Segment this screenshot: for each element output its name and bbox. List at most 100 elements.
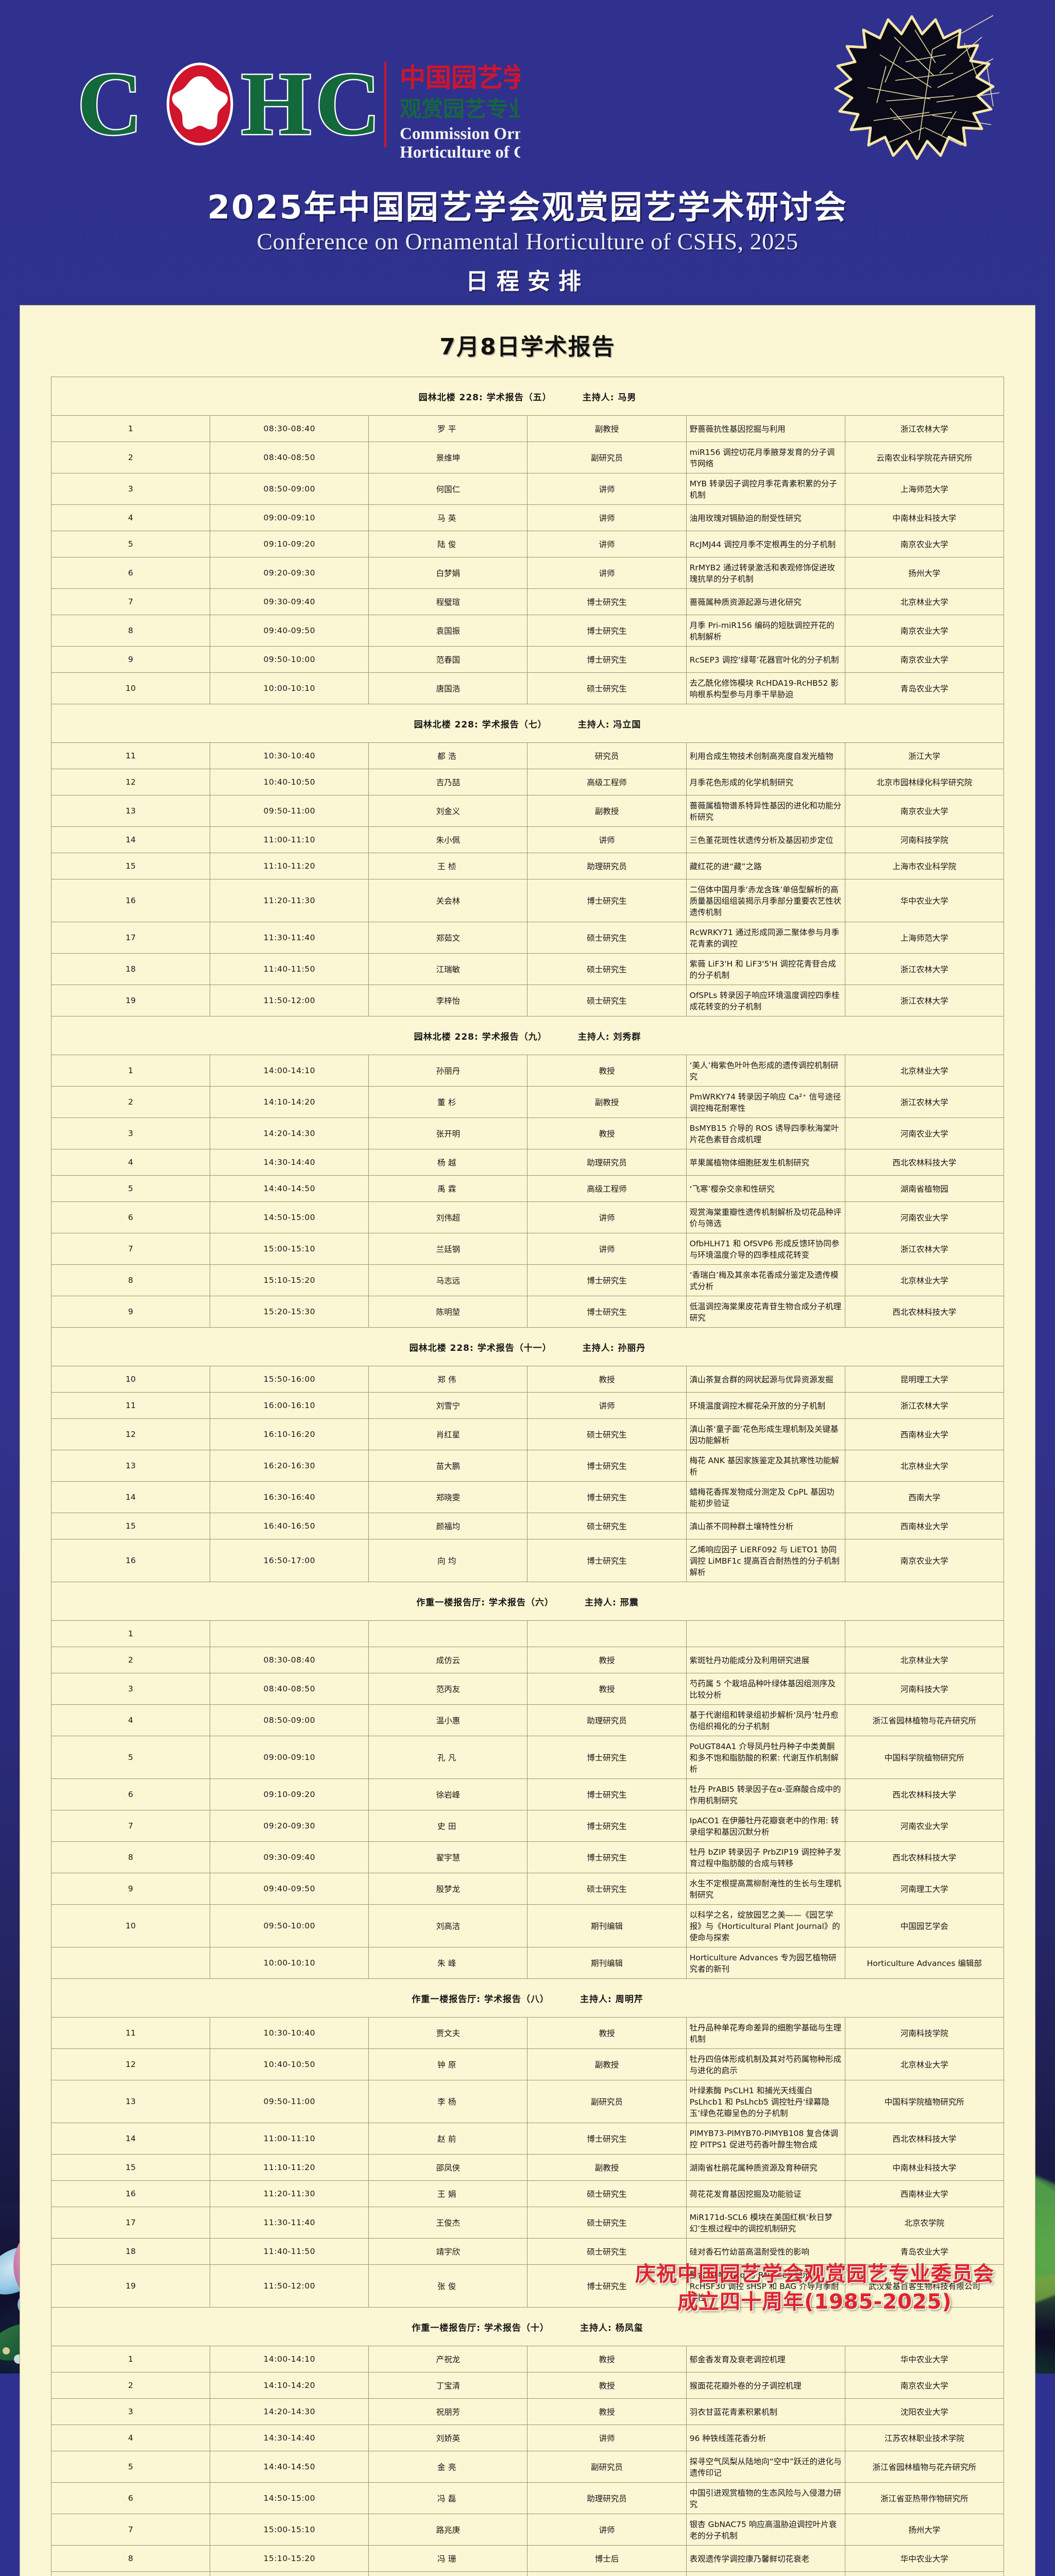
speaker-name: 景维坤 (436, 453, 461, 463)
speaker-name: 王桢 (437, 862, 459, 871)
row-time-cell: 08:30-08:40 (210, 1647, 369, 1673)
row-topic-cell: ‘香瑞白’梅及其亲本花香成分鉴定及遗传模式分析 (686, 1265, 845, 1296)
row-position-cell: 教授 (528, 1118, 686, 1149)
row-position-cell: 讲师 (528, 2425, 686, 2451)
conference-title-cn: 2025年中国园艺学会观赏园艺学术研讨会 (0, 181, 1055, 228)
row-position-cell: 讲师 (528, 1202, 686, 1233)
row-speaker-cell: 兰廷钢 (369, 1233, 528, 1265)
row-topic-cell: 观赏海棠重瓣性遗传机制解析及切花品种评价与筛选 (686, 1202, 845, 1233)
row-number-cell: 4 (52, 1149, 210, 1176)
session-header-row: 园林北楼 228: 学术报告（七）主持人: 冯立国 (52, 704, 1004, 743)
row-speaker-cell: 成仿云 (369, 1647, 528, 1673)
row-org-cell: 北京林业大学 (845, 1265, 1003, 1296)
row-topic-cell: ‘飞寒’樱杂交亲和性研究 (686, 1176, 845, 1202)
row-time-cell: 15:50-16:00 (210, 1366, 369, 1393)
row-number-cell: 7 (52, 589, 210, 615)
row-number-cell: 12 (52, 1419, 210, 1450)
row-topic-cell: 藏红花的进“藏”之路 (686, 853, 845, 879)
row-speaker-cell: 关会林 (369, 879, 528, 922)
row-time-cell: 16:30-16:40 (210, 1482, 369, 1513)
speaker-name: 邵凤侠 (436, 2163, 461, 2173)
row-position-cell: 助理研究员 (528, 2483, 686, 2514)
row-time-cell: 14:20-14:30 (210, 2399, 369, 2425)
row-position-cell: 博士后 (528, 2546, 686, 2572)
row-time-cell: 08:50-09:00 (210, 473, 369, 505)
speaker-name: 颜福均 (436, 1522, 461, 1531)
row-org-cell: 浙江农林大学 (845, 1393, 1003, 1419)
row-number-cell: 3 (52, 1118, 210, 1149)
row-position-cell: 教授 (528, 2018, 686, 2049)
row-time-cell: 09:10-09:20 (210, 1779, 369, 1810)
row-topic-cell: 环境温度调控木樨花朵开放的分子机制 (686, 1393, 845, 1419)
row-speaker-cell: 刘伟超 (369, 1202, 528, 1233)
row-org-cell: 浙江省亚热带作物研究所 (845, 2483, 1003, 2514)
row-speaker-cell: 江瑞敏 (369, 954, 528, 985)
row-speaker-cell: 金亮 (369, 2451, 528, 2483)
row-org-cell: 南京农业大学 (845, 795, 1003, 827)
session-chair-label: 主持人: 刘秀群 (578, 1032, 641, 1042)
row-speaker-cell: 董杉 (369, 1087, 528, 1118)
session-header-row: 园林北楼 228: 学术报告（十一）主持人: 孙丽丹 (52, 1328, 1004, 1366)
row-position-cell: 博士研究生 (528, 1779, 686, 1810)
speaker-name: 李梓怡 (436, 996, 461, 1006)
row-position-cell: 教授 (528, 2399, 686, 2425)
row-topic-cell: 水生不定根提高蒿柳耐淹性的生长与生理机制研究 (686, 1873, 845, 1905)
row-speaker-cell: 李梓怡 (369, 985, 528, 1016)
row-time-cell: 09:50-11:00 (210, 2080, 369, 2123)
row-speaker-cell: 祝朋芳 (369, 2399, 528, 2425)
row-time-cell: 08:30-08:40 (210, 416, 369, 442)
row-position-cell: 教授 (528, 1647, 686, 1673)
row-time-cell: 15:10-15:20 (210, 2546, 369, 2572)
row-speaker-cell: 温小惠 (369, 1705, 528, 1736)
row-org-cell: 河南科技大学 (845, 1673, 1003, 1705)
row-time-cell: 09:30-09:40 (210, 589, 369, 615)
row-time-cell: 10:30-10:40 (210, 2018, 369, 2049)
row-org-cell: 南京农业大学 (845, 531, 1003, 557)
row-topic-cell: BsMYB15 介导的 ROS 诱导四季秋海棠叶片花色素苷合成机理 (686, 1118, 845, 1149)
row-topic-cell: 滇山茶复合群的网状起源与优异资源发掘 (686, 1366, 845, 1393)
logo-org-en-line1: Commission Ornamental (400, 125, 520, 143)
row-position-cell: 博士研究生 (528, 1482, 686, 1513)
speaker-name: 刘伟超 (436, 1213, 461, 1223)
row-speaker-cell: 贾文夫 (369, 2018, 528, 2049)
row-topic-cell: RrMYB2 通过转录激活和表观修饰促进玫瑰抗旱的分子机制 (686, 557, 845, 589)
row-time-cell: 11:40-11:50 (210, 2239, 369, 2265)
speaker-name: 祝朋芳 (436, 2408, 461, 2417)
row-topic-cell: OfSPLs 转录因子响应环境温度调控四季桂成花转变的分子机制 (686, 985, 845, 1016)
row-org-cell: 北京林业大学 (845, 1647, 1003, 1673)
row-topic-cell: PlMYB73-PlMYB70-PlMYB108 复合体调控 PlTPS1 促进… (686, 2123, 845, 2155)
row-speaker-cell: 邵凤侠 (369, 2155, 528, 2181)
session-chair-label: 主持人: 马男 (583, 393, 637, 403)
row-time-cell: 14:20-14:30 (210, 1118, 369, 1149)
row-time-cell: 16:40-16:50 (210, 1513, 369, 1539)
row-position-cell: 研究员 (528, 743, 686, 769)
row-speaker-cell: 刘高洁 (369, 1905, 528, 1947)
row-topic-cell: 去乙酰化修饰模块 RcHDA19-RcHB52 影响根系构型参与月季干旱胁迫 (686, 673, 845, 704)
row-position-cell: 教授 (528, 1366, 686, 1393)
row-org-cell: 北京林业大学 (845, 2049, 1003, 2080)
row-position-cell: 硕士研究生 (528, 954, 686, 985)
row-time-cell: 08:40-08:50 (210, 1673, 369, 1705)
session-room-label: 作重一楼报告厅: 学术报告（六） (416, 1598, 554, 1608)
row-number-cell: 5 (52, 1736, 210, 1779)
speaker-name: 杨越 (437, 1158, 459, 1167)
row-position-cell: 助理研究员 (528, 1149, 686, 1176)
speaker-name: 王俊杰 (436, 2218, 461, 2228)
row-time-cell: 10:30-10:40 (210, 743, 369, 769)
row-position-cell: 副研究员 (528, 442, 686, 473)
row-position-cell: 博士研究生 (528, 1296, 686, 1328)
